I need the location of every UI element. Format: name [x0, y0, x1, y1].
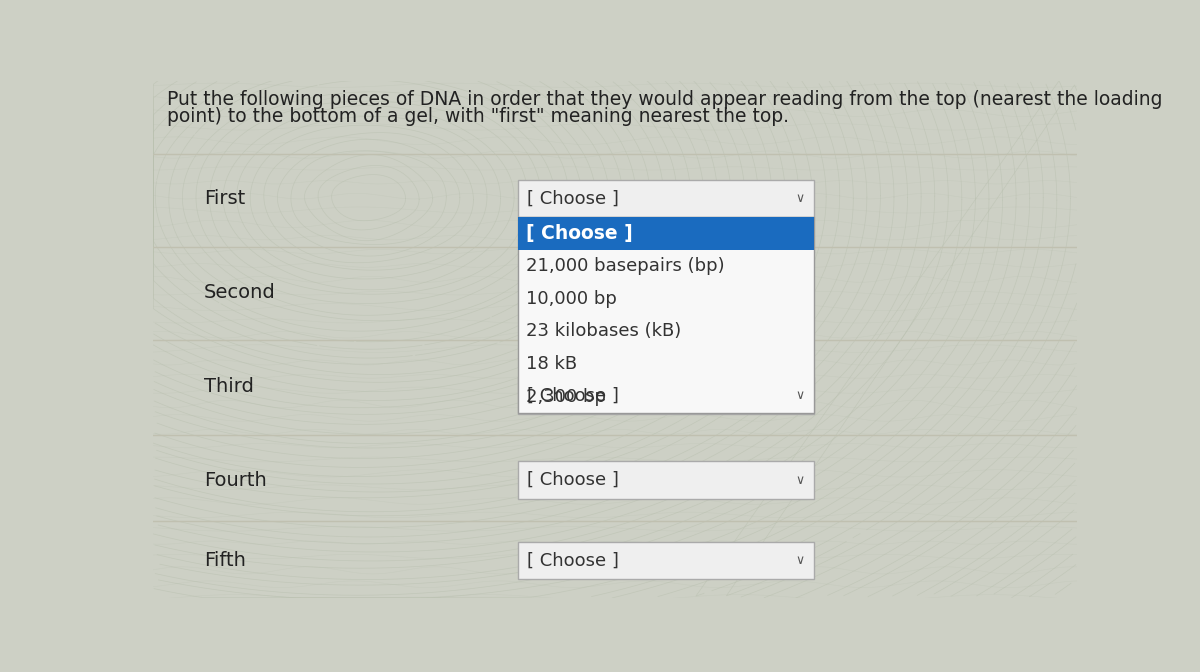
Text: ∨: ∨ [796, 192, 804, 205]
Bar [518, 217, 814, 250]
Bar [518, 180, 814, 217]
Text: Fifth: Fifth [204, 551, 246, 571]
Text: point) to the bottom of a gel, with "first" meaning nearest the top.: point) to the bottom of a gel, with "fir… [167, 107, 788, 126]
Text: 23 kilobases (kB): 23 kilobases (kB) [526, 323, 680, 340]
Bar [518, 217, 814, 413]
Text: [ Choose ]: [ Choose ] [527, 190, 619, 208]
Text: Fourth: Fourth [204, 470, 266, 490]
Text: First: First [204, 189, 245, 208]
Text: [ Choose ]: [ Choose ] [527, 471, 619, 489]
Text: 18 kB: 18 kB [526, 355, 577, 373]
Text: 2,300 bp: 2,300 bp [526, 388, 606, 405]
Bar [518, 377, 814, 415]
Text: [ Choose ]: [ Choose ] [527, 387, 619, 405]
Bar [518, 542, 814, 579]
Text: [ Choose ]: [ Choose ] [527, 552, 619, 570]
Text: 21,000 basepairs (bp): 21,000 basepairs (bp) [526, 257, 725, 275]
Text: Third: Third [204, 378, 253, 396]
Bar [518, 462, 814, 499]
Text: ∨: ∨ [796, 474, 804, 487]
Text: Second: Second [204, 284, 276, 302]
Text: ∨: ∨ [796, 389, 804, 403]
Text: [ Choose ]: [ Choose ] [526, 224, 632, 243]
Text: 10,000 bp: 10,000 bp [526, 290, 617, 308]
Text: ∨: ∨ [796, 554, 804, 567]
Text: Put the following pieces of DNA in order that they would appear reading from the: Put the following pieces of DNA in order… [167, 90, 1163, 109]
